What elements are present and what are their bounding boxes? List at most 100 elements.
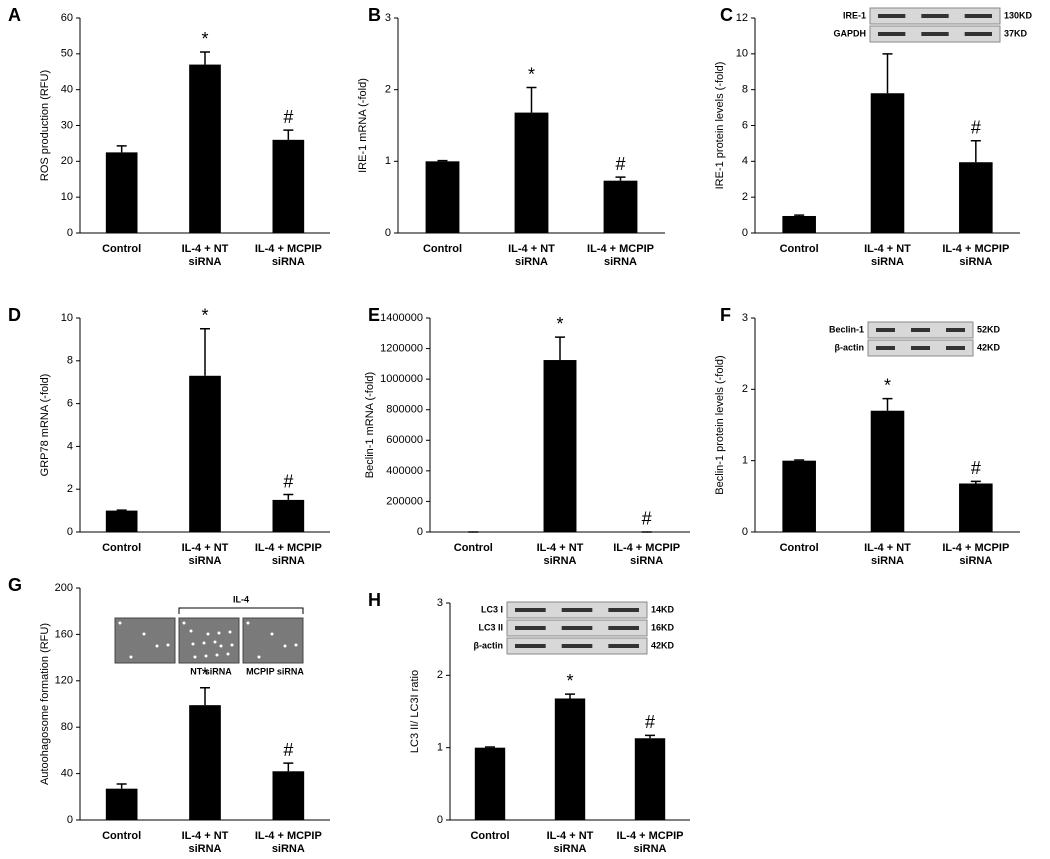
significance-mark: # (645, 712, 655, 732)
significance-mark: * (566, 671, 573, 691)
micrograph-dot (155, 644, 159, 648)
x-tick-label: IL-4 + MCPIP (617, 830, 684, 842)
significance-mark: * (556, 314, 563, 334)
y-axis-label: Beclin-1 mRNA (-fold) (364, 372, 376, 478)
micrograph-dot (118, 621, 122, 625)
y-axis-label: Beclin-1 protein levels (-fold) (714, 355, 726, 494)
y-tick-label: 0 (67, 227, 73, 239)
x-tick-label: IL-4 + NT (182, 542, 229, 554)
blot-band (911, 328, 930, 332)
significance-mark: * (201, 665, 208, 685)
micrograph-dot (193, 655, 197, 659)
bar (870, 410, 905, 532)
blot-band (876, 346, 895, 350)
micrograph-dot (283, 644, 287, 648)
y-tick-label: 6 (67, 398, 73, 410)
error-bar (116, 145, 127, 153)
micrograph-dot (182, 621, 186, 625)
blot-band (878, 14, 906, 18)
x-tick-label: IL-4 + MCPIP (942, 542, 1009, 554)
bar (272, 499, 305, 532)
x-tick-label: Control (780, 542, 819, 554)
significance-mark: # (971, 117, 981, 137)
x-tick-label: siRNA (272, 555, 305, 567)
panel-label: B (368, 5, 381, 25)
y-tick-label: 3 (437, 597, 443, 609)
error-bar (565, 693, 575, 699)
micrograph-dot (270, 632, 274, 636)
micrograph-dot (213, 640, 217, 644)
y-tick-label: 3 (385, 12, 391, 24)
error-bar (794, 459, 805, 461)
blot-band (911, 346, 930, 350)
y-tick-label: 1 (385, 155, 391, 167)
y-tick-label: 8 (742, 84, 748, 96)
y-tick-label: 1 (437, 742, 443, 754)
micrograph (114, 617, 176, 664)
bar (543, 360, 577, 532)
y-tick-label: 40 (61, 84, 73, 96)
x-tick-label: Control (470, 830, 509, 842)
x-tick-label: siRNA (272, 843, 305, 855)
blot-label: LC3 I (481, 604, 503, 614)
bar (105, 152, 138, 233)
blot-band (964, 14, 992, 18)
x-tick-label: siRNA (959, 555, 992, 567)
error-bar (485, 746, 495, 748)
blot-band (876, 328, 895, 332)
y-tick-label: 1200000 (380, 342, 423, 354)
y-tick-label: 12 (736, 12, 748, 24)
group-bracket (178, 607, 304, 614)
x-tick-label: siRNA (871, 555, 904, 567)
y-tick-label: 3 (742, 312, 748, 324)
error-bar (200, 327, 210, 376)
blot-band (515, 626, 546, 630)
micrograph-dot (219, 644, 223, 648)
blot-size: 42KD (651, 640, 675, 650)
y-tick-label: 6 (742, 119, 748, 131)
y-tick-label: 0 (385, 227, 391, 239)
bar (603, 180, 638, 233)
micrograph-dot (257, 655, 261, 659)
blot-label: β-actin (835, 342, 865, 352)
bar (189, 64, 221, 233)
y-axis-label: IRE-1 mRNA (-fold) (357, 78, 369, 173)
blot-band (921, 32, 949, 36)
x-tick-label: siRNA (188, 256, 221, 268)
panel-label: A (8, 5, 21, 25)
panel-label: F (720, 305, 731, 325)
x-tick-label: IL-4 + NT (547, 830, 594, 842)
blot-band (946, 328, 965, 332)
y-tick-label: 0 (417, 526, 423, 538)
bar (959, 162, 993, 233)
bar (189, 375, 221, 532)
bar (272, 771, 305, 820)
blot-band (561, 644, 593, 648)
y-tick-label: 600000 (386, 434, 423, 446)
y-tick-label: 10 (61, 312, 73, 324)
error-bar (970, 480, 981, 484)
micrograph-dot (217, 631, 221, 635)
x-tick-label: IL-4 + MCPIP (255, 830, 322, 842)
x-tick-label: siRNA (515, 256, 548, 268)
y-axis-label: GRP78 mRNA (-fold) (39, 374, 51, 477)
panel-label: H (368, 590, 381, 610)
blot-band (515, 608, 546, 612)
bar (105, 788, 138, 820)
y-tick-label: 1400000 (380, 312, 423, 324)
micrograph-dot (230, 643, 234, 647)
y-axis-label: ROS production (RFU) (39, 70, 51, 181)
micrograph-dot (166, 643, 170, 647)
y-tick-label: 0 (742, 526, 748, 538)
significance-mark: * (201, 29, 208, 49)
significance-mark: # (971, 458, 981, 478)
y-tick-label: 0 (742, 227, 748, 239)
bar (870, 93, 905, 233)
micrograph-dot (204, 654, 208, 658)
y-tick-label: 4 (742, 155, 748, 167)
y-tick-label: 8 (67, 355, 73, 367)
error-bar (555, 336, 565, 361)
x-tick-label: Control (423, 243, 462, 255)
micrograph-dot (228, 630, 232, 634)
y-tick-label: 400000 (386, 465, 423, 477)
